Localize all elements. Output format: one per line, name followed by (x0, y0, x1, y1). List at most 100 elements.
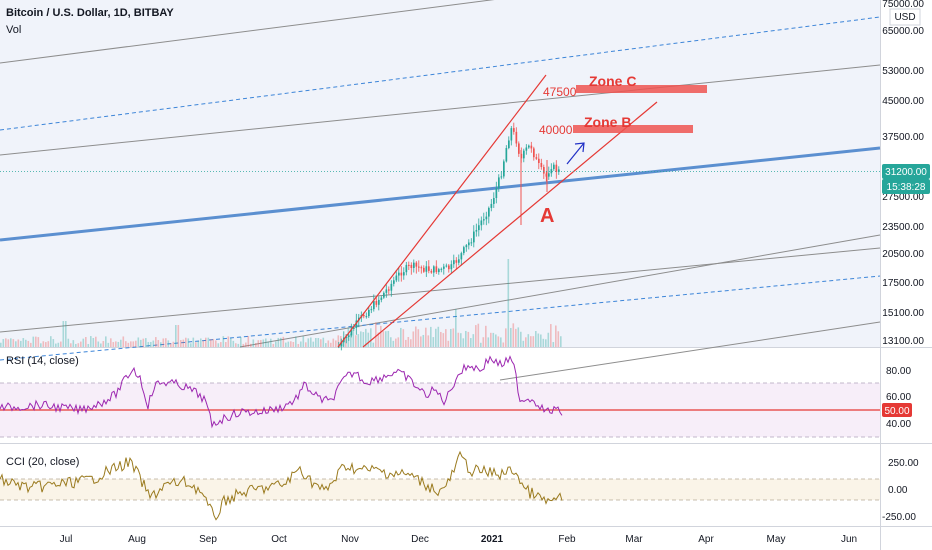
volume-bar (422, 334, 425, 347)
rsi-tick-label: 60.00 (886, 392, 911, 403)
arrow-up-icon[interactable] (566, 142, 585, 165)
zone-c-label[interactable]: Zone C (589, 73, 636, 89)
volume-bar (497, 336, 500, 347)
volume-bar (242, 343, 245, 347)
cci-axis[interactable]: 250.00 0.00 -250.00 (882, 458, 919, 523)
candle-body (420, 267, 423, 269)
price-ticks: 65000.00 53000.00 45000.00 37500.00 27500.00… (882, 26, 924, 347)
volume-bar (182, 339, 185, 347)
volume-bar (215, 340, 217, 347)
time-tick-label: Nov (341, 534, 359, 545)
time-tick-label: 2021 (481, 534, 504, 545)
candle-body (533, 148, 535, 158)
volume-bar (270, 338, 272, 347)
candle-body (423, 267, 425, 272)
volume-bar (415, 326, 417, 347)
volume-bar (515, 328, 517, 347)
volume-bar (30, 342, 32, 347)
zone-b-box[interactable] (573, 125, 693, 133)
candle-body (518, 143, 520, 154)
volume-bar (457, 332, 460, 347)
volume-bar (177, 325, 180, 347)
time-axis[interactable]: Jul Aug Sep Oct Nov Dec 2021 Feb Mar Apr May Jun (60, 534, 857, 545)
zone-c-box[interactable] (576, 85, 707, 93)
time-tick-label: Mar (625, 534, 643, 545)
volume-bar (392, 340, 395, 347)
volume-bar (130, 341, 132, 347)
volume-bar (472, 334, 475, 347)
volume-bar (120, 339, 122, 347)
main-pane[interactable] (0, 0, 880, 347)
candle-body (515, 131, 518, 144)
red-channel[interactable] (337, 74, 658, 348)
volume-bar (175, 325, 177, 347)
zone-b-price[interactable]: 40000 (539, 123, 573, 137)
candle-body (553, 164, 555, 170)
volume-bar (217, 343, 220, 347)
volume-bar (157, 340, 160, 347)
volume-bar (420, 336, 422, 347)
zone-b-label[interactable]: Zone B (584, 114, 631, 130)
volume-bar (202, 340, 205, 347)
volume-bar (352, 330, 355, 347)
volume-bar (310, 337, 312, 347)
volume-bar (390, 337, 392, 347)
volume-bar (27, 340, 30, 347)
rsi-title: RSI (14, close) (6, 355, 79, 367)
volume-bar (305, 342, 307, 347)
zone-c-price[interactable]: 47500 (543, 85, 577, 99)
cci-tick-label: 250.00 (888, 458, 919, 469)
candle-body (505, 148, 508, 162)
volume-bar (495, 334, 497, 347)
volume-bar (530, 336, 532, 347)
volume-bar (560, 336, 562, 347)
point-a-label[interactable]: A (540, 205, 554, 227)
volume-bar (425, 327, 427, 347)
volume-bar (480, 342, 482, 347)
volume-bar (225, 342, 227, 347)
time-tick-label: Dec (411, 534, 429, 545)
volume-bar (230, 338, 232, 347)
volume-bar (280, 337, 282, 347)
cci-pane[interactable] (0, 444, 880, 526)
volume-bar (277, 337, 280, 347)
volume-bar (500, 337, 502, 347)
volume-bar (555, 325, 557, 347)
price-axis[interactable]: 75000.00 USD 65000.00 53000.00 45000.00 375… (881, 0, 932, 550)
cci-ticks: 250.00 0.00 -250.00 (882, 458, 919, 523)
volume-bar (382, 331, 385, 347)
volume-bar (70, 343, 72, 347)
time-tick-label: Jun (841, 534, 857, 545)
volume-bar (150, 341, 152, 347)
volume-bar (110, 338, 112, 347)
volume-bar (350, 333, 352, 347)
candle-body (535, 157, 538, 159)
currency-badge (889, 8, 921, 26)
volume-bar (142, 338, 145, 347)
volume-bar (97, 341, 100, 347)
volume-bar (105, 336, 107, 347)
rsi-pane[interactable] (0, 348, 880, 443)
volume-bar (165, 338, 167, 347)
volume-bar (185, 337, 187, 347)
candle-body (390, 283, 393, 291)
volume-bar (552, 342, 555, 347)
volume-bar (502, 342, 505, 347)
candle-body (388, 289, 390, 291)
channel-line-blue-dashed (0, 275, 881, 361)
volume-bar (237, 343, 240, 347)
time-tick-label: Jul (60, 534, 73, 545)
candle-body (460, 253, 463, 260)
red-channel-lower (362, 101, 658, 348)
volume-bar (235, 343, 237, 347)
volume-bar (190, 343, 192, 347)
cci-line[interactable] (0, 450, 563, 521)
rsi-tick-label: 80.00 (886, 366, 911, 377)
rsi-axis[interactable]: 80.00 60.00 40.00 50.00 (882, 366, 912, 430)
volume-bar (220, 342, 222, 347)
candle-body (500, 176, 503, 178)
candle-body (373, 300, 375, 310)
candle-body (480, 220, 483, 226)
rsi-line[interactable] (0, 355, 563, 429)
candle-body (538, 158, 540, 164)
